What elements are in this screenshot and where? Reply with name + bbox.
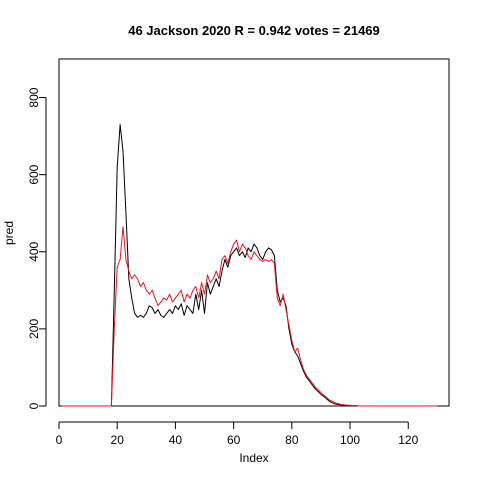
x-axis-label: Index bbox=[239, 451, 268, 465]
chart-title: 46 Jackson 2020 R = 0.942 votes = 21469 bbox=[128, 23, 380, 38]
plot-frame bbox=[58, 58, 450, 407]
x-tick-label: 20 bbox=[111, 433, 125, 447]
y-tick-label: 400 bbox=[27, 241, 41, 261]
y-tick-label: 0 bbox=[27, 402, 41, 409]
x-tick-label: 100 bbox=[340, 433, 360, 447]
x-tick-label: 120 bbox=[398, 433, 418, 447]
x-tick-label: 60 bbox=[227, 433, 241, 447]
y-tick-label: 600 bbox=[27, 164, 41, 184]
y-axis-label: pred bbox=[2, 221, 16, 245]
y-axis: 0 200 400 600 800 bbox=[27, 87, 47, 409]
x-tick-label: 40 bbox=[169, 433, 183, 447]
series-layer bbox=[61, 124, 438, 407]
x-tick-label: 80 bbox=[285, 433, 299, 447]
series-line-2 bbox=[61, 226, 438, 407]
x-axis: 0 20 40 60 80 100 120 bbox=[56, 421, 419, 447]
y-tick-label: 200 bbox=[27, 319, 41, 339]
y-tick-label: 800 bbox=[27, 87, 41, 107]
x-tick-label: 0 bbox=[56, 433, 63, 447]
